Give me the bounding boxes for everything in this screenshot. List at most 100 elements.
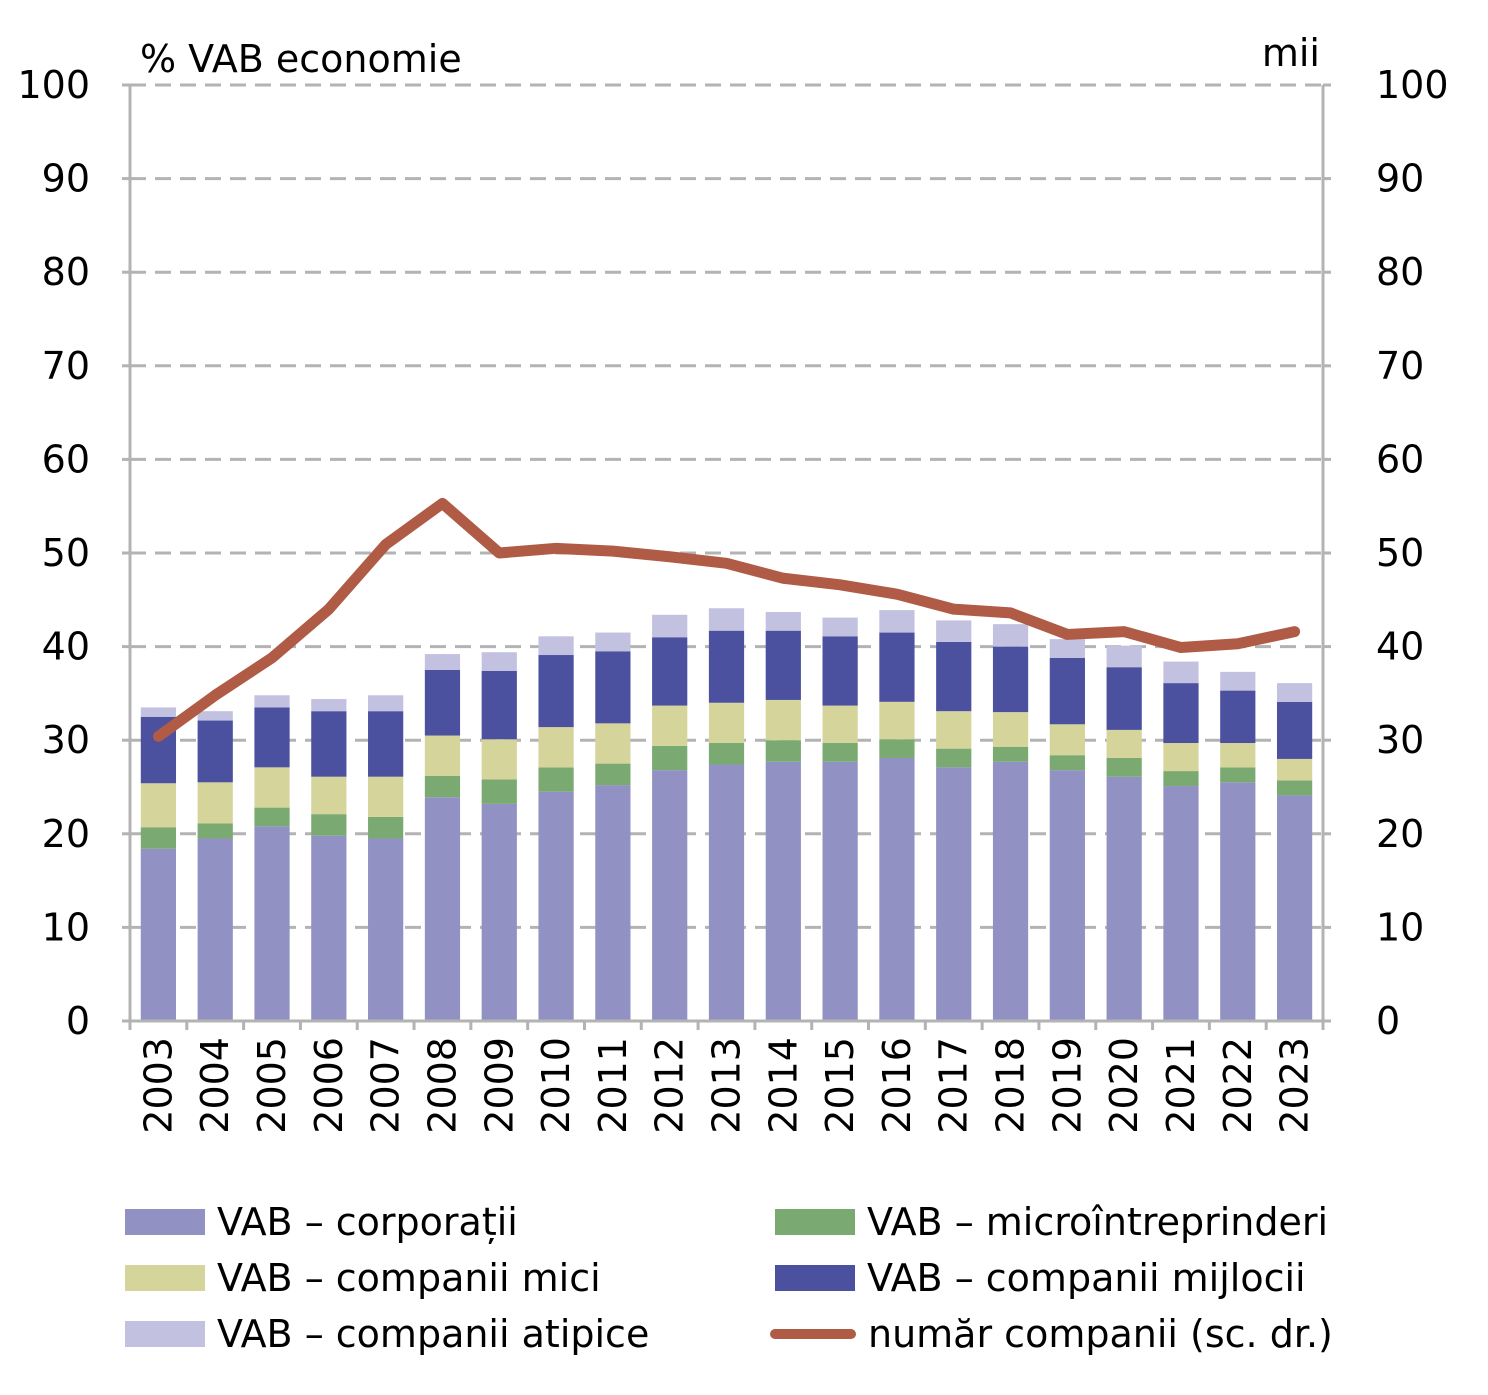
bar-segment: [765, 611, 801, 631]
bar-segment: [1049, 639, 1085, 658]
bar-segment: [708, 764, 745, 1021]
bar-segment: [652, 745, 688, 771]
bar-segment: [424, 670, 461, 736]
bar-segment: [595, 723, 631, 764]
bar-segment: [595, 651, 631, 724]
bar-segment: [708, 608, 745, 631]
y-tick-label-right: 30: [1376, 718, 1424, 762]
bar-segment: [197, 782, 233, 824]
bar-segment: [652, 637, 688, 706]
bar-segment: [822, 743, 858, 762]
bar-segment: [822, 617, 858, 637]
x-tick-label: 2016: [875, 1037, 919, 1134]
x-tick-label: 2019: [1045, 1037, 1089, 1134]
bar-segment: [936, 620, 972, 642]
bar-segment: [197, 720, 233, 783]
y-tick-label-right: 70: [1376, 344, 1424, 388]
bar-segment: [481, 779, 517, 804]
bar-segment: [879, 701, 915, 740]
bar-segment: [368, 695, 404, 712]
bar-segment: [140, 848, 177, 1021]
bar-segment: [424, 797, 461, 1021]
x-tick-label: 2020: [1102, 1037, 1146, 1134]
bar-segment: [1276, 795, 1313, 1021]
bar-segment: [879, 739, 915, 758]
bar-segment: [424, 654, 461, 670]
x-tick-label: 2022: [1216, 1037, 1260, 1134]
bar-segment: [140, 827, 177, 849]
bar-segment: [1163, 786, 1199, 1021]
bar-segment: [765, 761, 801, 1021]
bar-segment: [992, 712, 1029, 747]
bar-segment: [1106, 729, 1142, 758]
bars: [140, 608, 1313, 1021]
y-tick-label-left: 50: [42, 531, 90, 575]
bar-segment: [1049, 724, 1085, 756]
y-tick-label-left: 40: [42, 625, 90, 669]
bar-segment: [197, 838, 233, 1021]
bar-segment: [1220, 671, 1256, 691]
legend-label: număr companii (sc. dr.): [868, 1312, 1333, 1356]
y-tick-label-left: 90: [42, 157, 90, 201]
y-tick-label-left: 10: [42, 905, 90, 949]
bar-segment: [765, 630, 801, 700]
y-tick-label-left: 60: [42, 437, 90, 481]
legend-item: VAB – companii atipice: [125, 1312, 649, 1356]
x-tick-label: 2006: [307, 1037, 351, 1134]
bar-segment: [936, 748, 972, 768]
x-tick-label: 2017: [932, 1037, 976, 1134]
y-tick-label-right: 60: [1376, 437, 1424, 481]
bar-segment: [1276, 758, 1313, 781]
legend-line-swatch: [770, 1329, 856, 1339]
bar-segment: [481, 670, 517, 740]
bar-segment: [538, 727, 574, 768]
bar-segment: [822, 636, 858, 706]
y-tick-label-right: 40: [1376, 625, 1424, 669]
bar-segment: [254, 695, 290, 708]
bar-segment: [879, 632, 915, 702]
bar-segment: [1276, 780, 1313, 796]
bar-segment: [595, 763, 631, 786]
bar-segment: [368, 711, 404, 777]
bar-segment: [1163, 771, 1199, 787]
bar-segment: [708, 630, 745, 703]
x-tick-label: 2007: [364, 1037, 408, 1134]
bar-segment: [1163, 661, 1199, 684]
legend-swatch: [125, 1209, 205, 1235]
bar-segment: [1220, 782, 1256, 1021]
x-tick-label: 2003: [136, 1037, 180, 1134]
bar-segment: [822, 705, 858, 744]
x-tick-label: 2008: [420, 1037, 464, 1134]
bar-segment: [197, 711, 233, 721]
bar-segment: [822, 761, 858, 1021]
bar-segment: [197, 823, 233, 839]
legend-item: număr companii (sc. dr.): [770, 1312, 1333, 1356]
x-tick-label: 2013: [705, 1037, 749, 1134]
bar-segment: [254, 707, 290, 768]
x-tick-label: 2023: [1273, 1037, 1317, 1134]
bar-segment: [254, 807, 290, 827]
y-tick-label-left: 30: [42, 718, 90, 762]
legend-label: VAB – companii atipice: [217, 1312, 650, 1356]
line-series: [152, 497, 1301, 742]
bar-segment: [424, 775, 461, 798]
legend-item: VAB – companii mici: [125, 1256, 601, 1300]
bar-segment: [765, 699, 801, 741]
x-tick-label: 2018: [989, 1037, 1033, 1134]
bar-segment: [311, 814, 347, 836]
y-tick-label-left: 0: [66, 999, 90, 1043]
bar-segment: [538, 767, 574, 792]
bar-segment: [1106, 776, 1142, 1021]
legend-item: VAB – corporații: [125, 1200, 518, 1244]
bar-segment: [879, 610, 915, 633]
legend-swatch: [775, 1265, 855, 1291]
bar-segment: [311, 835, 347, 1021]
bar-segment: [1220, 767, 1256, 783]
legend-swatch: [125, 1321, 205, 1347]
bar-segment: [538, 791, 574, 1021]
bar-segment: [652, 614, 688, 638]
bar-segment: [992, 761, 1029, 1021]
bar-segment: [1220, 690, 1256, 744]
